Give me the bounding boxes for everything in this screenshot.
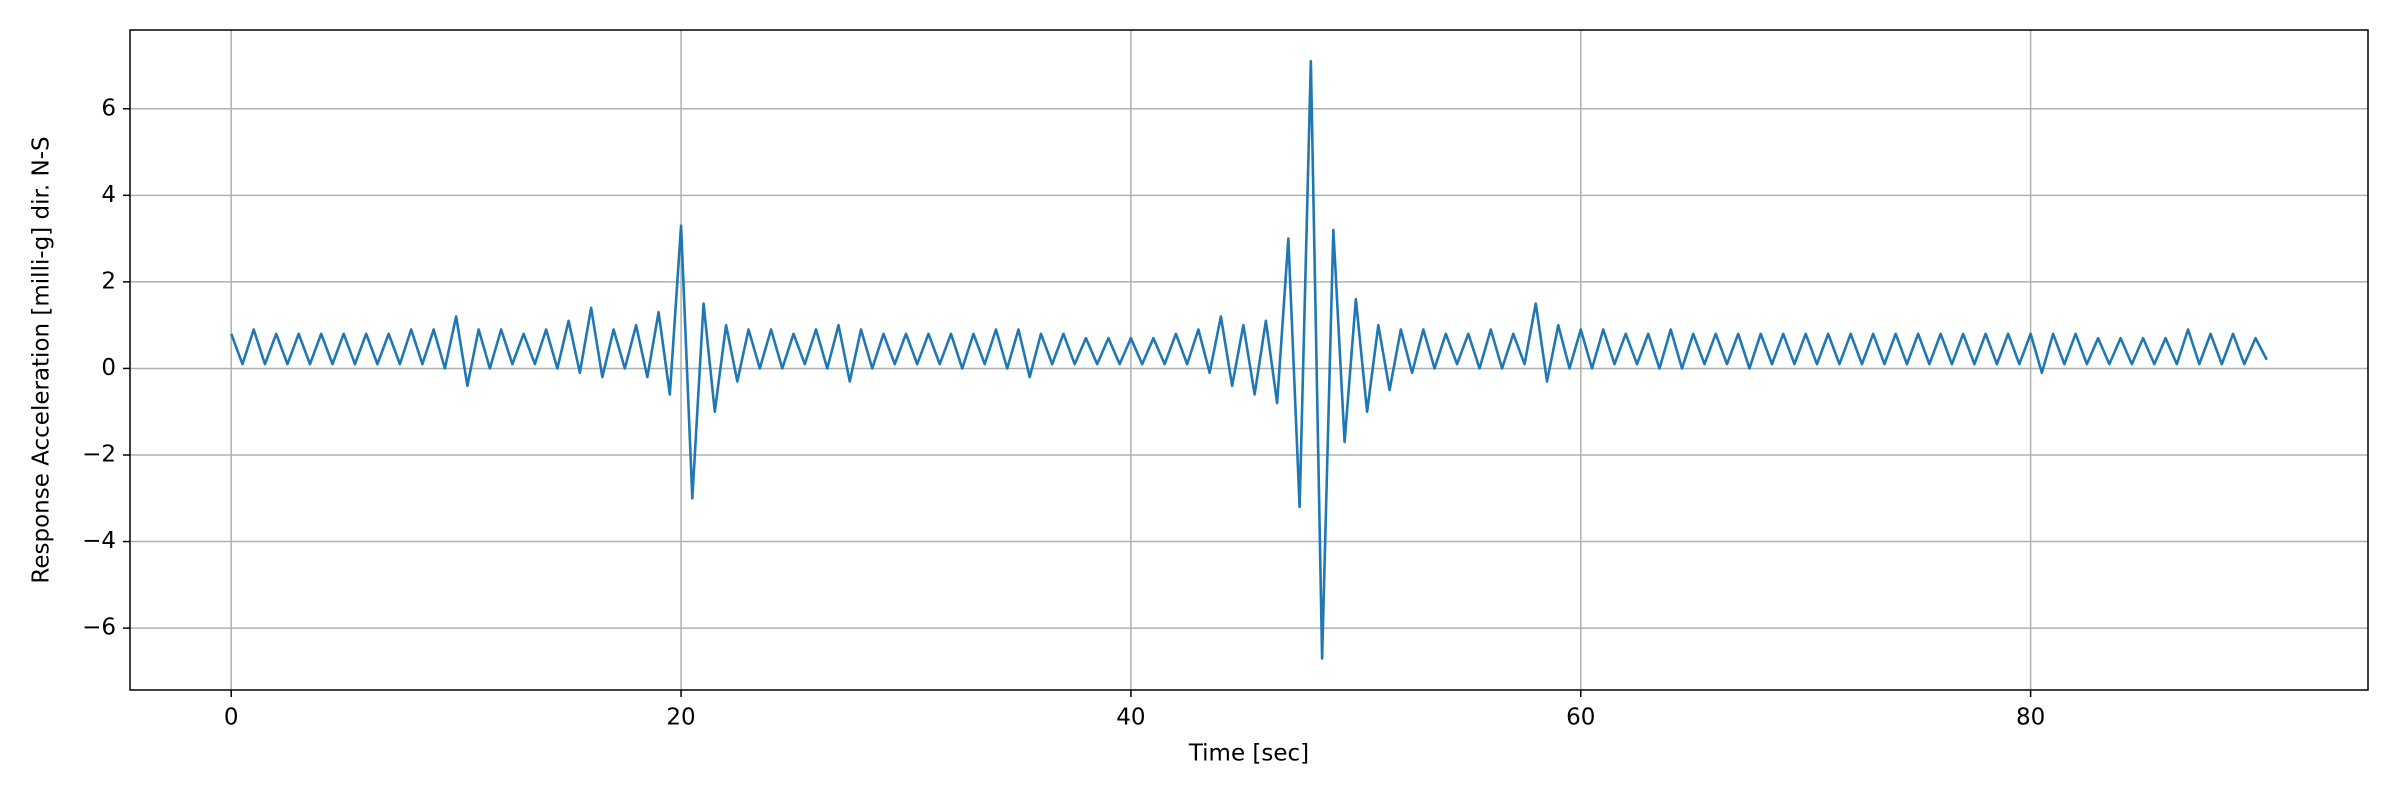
y-tick-label: 2 bbox=[101, 268, 116, 294]
signal-line bbox=[230, 59, 2268, 660]
y-tick-label: −2 bbox=[82, 441, 116, 467]
x-tick-label: 20 bbox=[666, 705, 695, 731]
x-tick-label: 0 bbox=[224, 705, 239, 731]
y-tick-label: 0 bbox=[101, 355, 116, 381]
plot-frame bbox=[129, 29, 2369, 691]
y-tick-label: 4 bbox=[101, 182, 116, 208]
x-tick-label: 80 bbox=[2016, 705, 2045, 731]
y-tick-label: −4 bbox=[82, 528, 116, 554]
x-axis-label: Time [sec] bbox=[1188, 741, 1309, 767]
y-tick-label: 6 bbox=[101, 95, 116, 121]
x-tick-label: 40 bbox=[1116, 705, 1145, 731]
grid-layer bbox=[130, 30, 2368, 690]
y-tick-label: −6 bbox=[82, 615, 116, 641]
x-tick-label: 60 bbox=[1566, 705, 1595, 731]
line-layer bbox=[230, 59, 2268, 660]
y-axis-label: Response Acceleration [milli-g] dir. N-S bbox=[29, 136, 55, 583]
